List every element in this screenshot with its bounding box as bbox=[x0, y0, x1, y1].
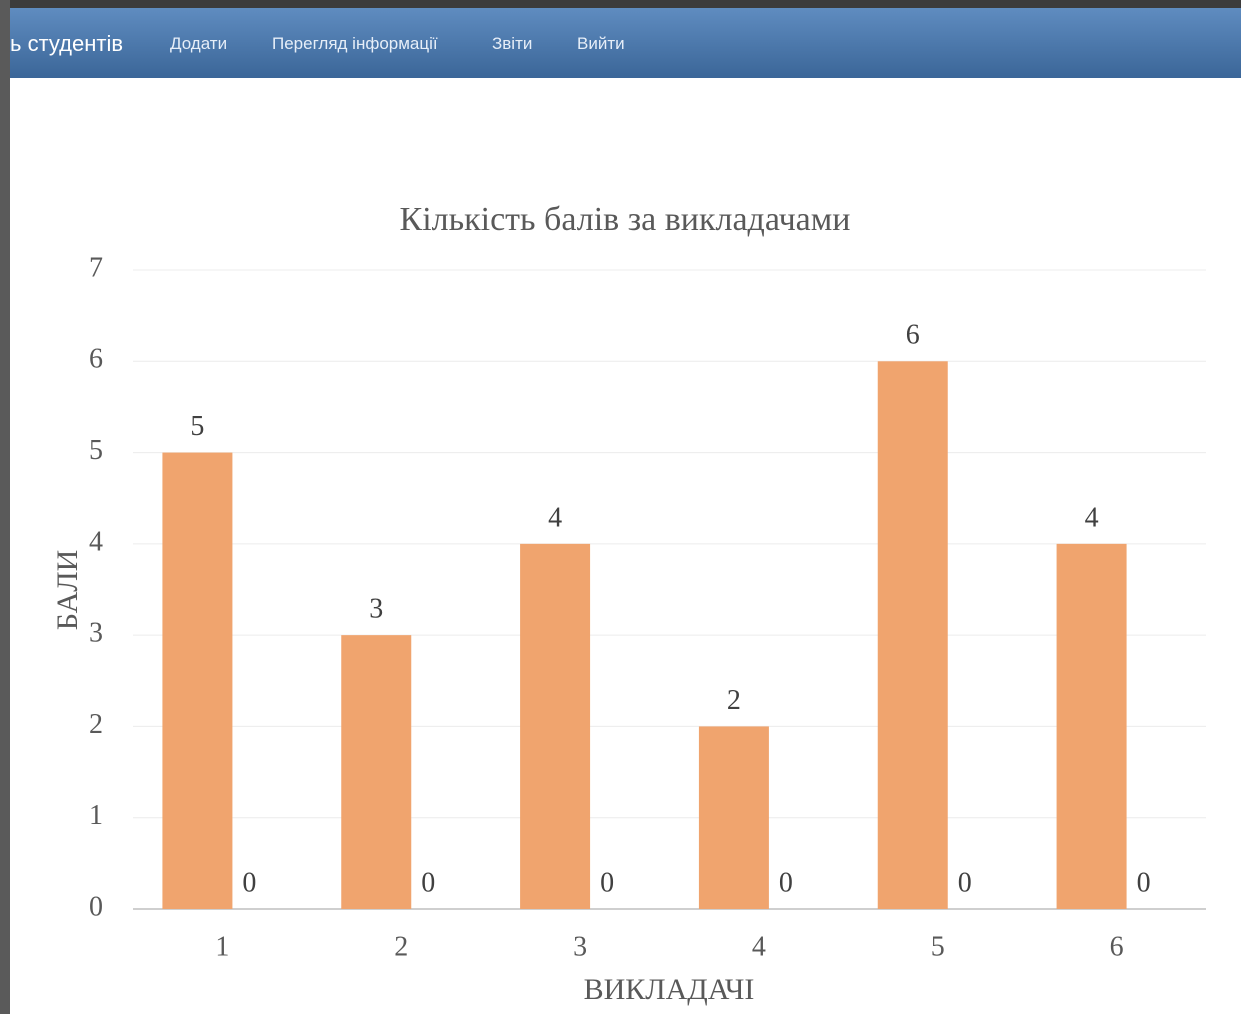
nav-item[interactable]: Перегляд інформації bbox=[272, 34, 438, 53]
navbar: ь студентів Додати Перегляд інформації З… bbox=[10, 8, 1241, 78]
x-tick-label: 1 bbox=[215, 931, 229, 962]
data-label: 0 bbox=[242, 867, 256, 898]
y-tick-label: 5 bbox=[89, 435, 103, 466]
data-label: 0 bbox=[779, 867, 793, 898]
bar bbox=[520, 543, 591, 909]
data-label: 0 bbox=[600, 867, 614, 898]
nav-item[interactable]: Вийти bbox=[577, 34, 625, 53]
bar bbox=[698, 726, 769, 909]
x-tick-label: 2 bbox=[394, 931, 408, 962]
x-axis-title: ВИКЛАДАЧІ bbox=[584, 973, 755, 1006]
data-label: 0 bbox=[1137, 867, 1151, 898]
data-label: 3 bbox=[369, 594, 383, 625]
data-label: 0 bbox=[958, 867, 972, 898]
y-tick-label: 1 bbox=[89, 800, 103, 831]
y-axis-title: БАЛИ bbox=[51, 550, 84, 631]
data-label: 0 bbox=[421, 867, 435, 898]
data-label: 4 bbox=[548, 502, 562, 533]
data-label: 5 bbox=[190, 411, 204, 442]
bar bbox=[1056, 543, 1127, 909]
window-border bbox=[0, 0, 10, 1014]
data-label: 2 bbox=[727, 685, 741, 716]
window-border bbox=[0, 0, 1241, 8]
bar bbox=[341, 635, 412, 909]
bar bbox=[162, 452, 233, 909]
chart-title: Кількість балів за викладачами bbox=[400, 201, 851, 238]
nav-item[interactable]: Звіти bbox=[492, 34, 533, 53]
y-tick-label: 4 bbox=[89, 526, 103, 557]
brand[interactable]: ь студентів bbox=[10, 31, 124, 56]
x-tick-label: 4 bbox=[752, 931, 766, 962]
x-tick-label: 6 bbox=[1110, 931, 1124, 962]
bar bbox=[877, 361, 948, 909]
y-tick-label: 2 bbox=[89, 709, 103, 740]
data-label: 4 bbox=[1085, 502, 1099, 533]
y-tick-label: 0 bbox=[89, 891, 103, 922]
y-tick-label: 6 bbox=[89, 344, 103, 375]
data-label: 6 bbox=[906, 320, 920, 351]
y-tick-label: 3 bbox=[89, 618, 103, 649]
nav-item[interactable]: Додати bbox=[170, 34, 228, 53]
x-tick-label: 3 bbox=[573, 931, 587, 962]
x-tick-label: 5 bbox=[931, 931, 945, 962]
y-tick-label: 7 bbox=[89, 252, 103, 283]
